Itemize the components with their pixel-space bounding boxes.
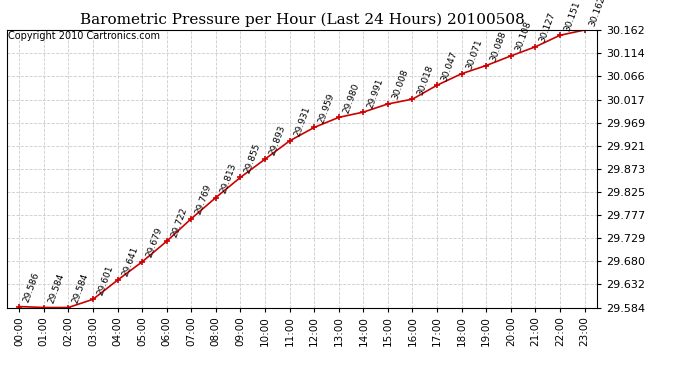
Text: 30.071: 30.071 xyxy=(464,38,484,71)
Text: 29.601: 29.601 xyxy=(96,264,115,297)
Text: 29.769: 29.769 xyxy=(194,183,213,216)
Text: 30.151: 30.151 xyxy=(563,0,582,33)
Text: 29.586: 29.586 xyxy=(22,271,41,304)
Text: 29.991: 29.991 xyxy=(366,76,385,110)
Text: 29.641: 29.641 xyxy=(120,245,139,278)
Text: 29.584: 29.584 xyxy=(71,272,90,305)
Text: 30.127: 30.127 xyxy=(538,11,558,44)
Text: 30.088: 30.088 xyxy=(489,30,509,63)
Text: 29.584: 29.584 xyxy=(46,272,66,305)
Text: 30.018: 30.018 xyxy=(415,63,435,96)
Text: 29.980: 29.980 xyxy=(342,82,361,115)
Text: 29.931: 29.931 xyxy=(293,105,312,138)
Text: 30.047: 30.047 xyxy=(440,50,459,82)
Text: 29.813: 29.813 xyxy=(219,162,238,195)
Text: 29.679: 29.679 xyxy=(145,226,164,259)
Text: 30.008: 30.008 xyxy=(391,68,410,101)
Text: 30.108: 30.108 xyxy=(513,20,533,53)
Text: 29.722: 29.722 xyxy=(170,206,188,238)
Title: Barometric Pressure per Hour (Last 24 Hours) 20100508: Barometric Pressure per Hour (Last 24 Ho… xyxy=(79,13,524,27)
Text: 30.162: 30.162 xyxy=(587,0,607,27)
Text: 29.855: 29.855 xyxy=(243,142,262,175)
Text: 29.959: 29.959 xyxy=(317,92,336,124)
Text: Copyright 2010 Cartronics.com: Copyright 2010 Cartronics.com xyxy=(8,32,160,41)
Text: 29.893: 29.893 xyxy=(268,124,287,156)
